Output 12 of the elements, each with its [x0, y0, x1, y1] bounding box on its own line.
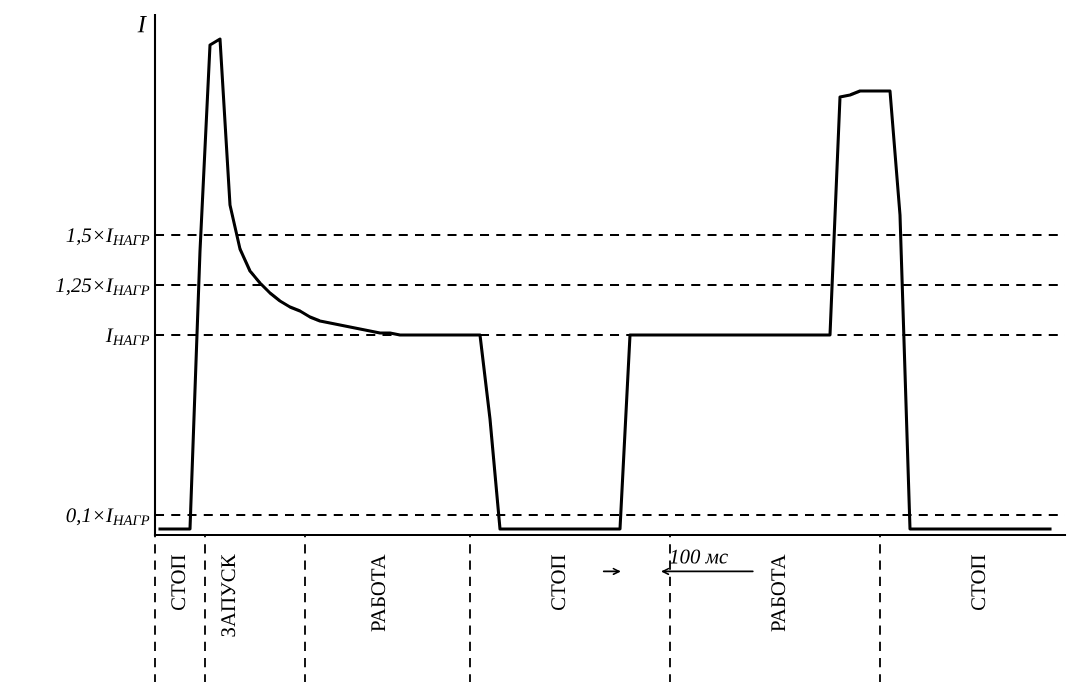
y-tick-label: I$_{НАГР}$ — [105, 328, 150, 345]
x-tick-label: СТОП — [551, 555, 566, 611]
y-tick-label: 1,5×I$_{НАГР}$ — [66, 228, 150, 246]
x-tick-label: РАБОТА — [371, 554, 386, 632]
x-tick-label: ЗАПУСК — [221, 554, 236, 637]
text: 100 мс — [669, 549, 728, 564]
y-tick-label: 1,25×I$_{НАГР}$ — [56, 278, 150, 296]
y-axis-title: I — [137, 15, 147, 33]
y-tick-label: 0,1×I$_{НАГР}$ — [66, 508, 150, 526]
x-tick-label: СТОП — [971, 555, 986, 611]
x-tick-label: СТОП — [171, 555, 186, 611]
x-tick-label: РАБОТА — [771, 554, 786, 632]
